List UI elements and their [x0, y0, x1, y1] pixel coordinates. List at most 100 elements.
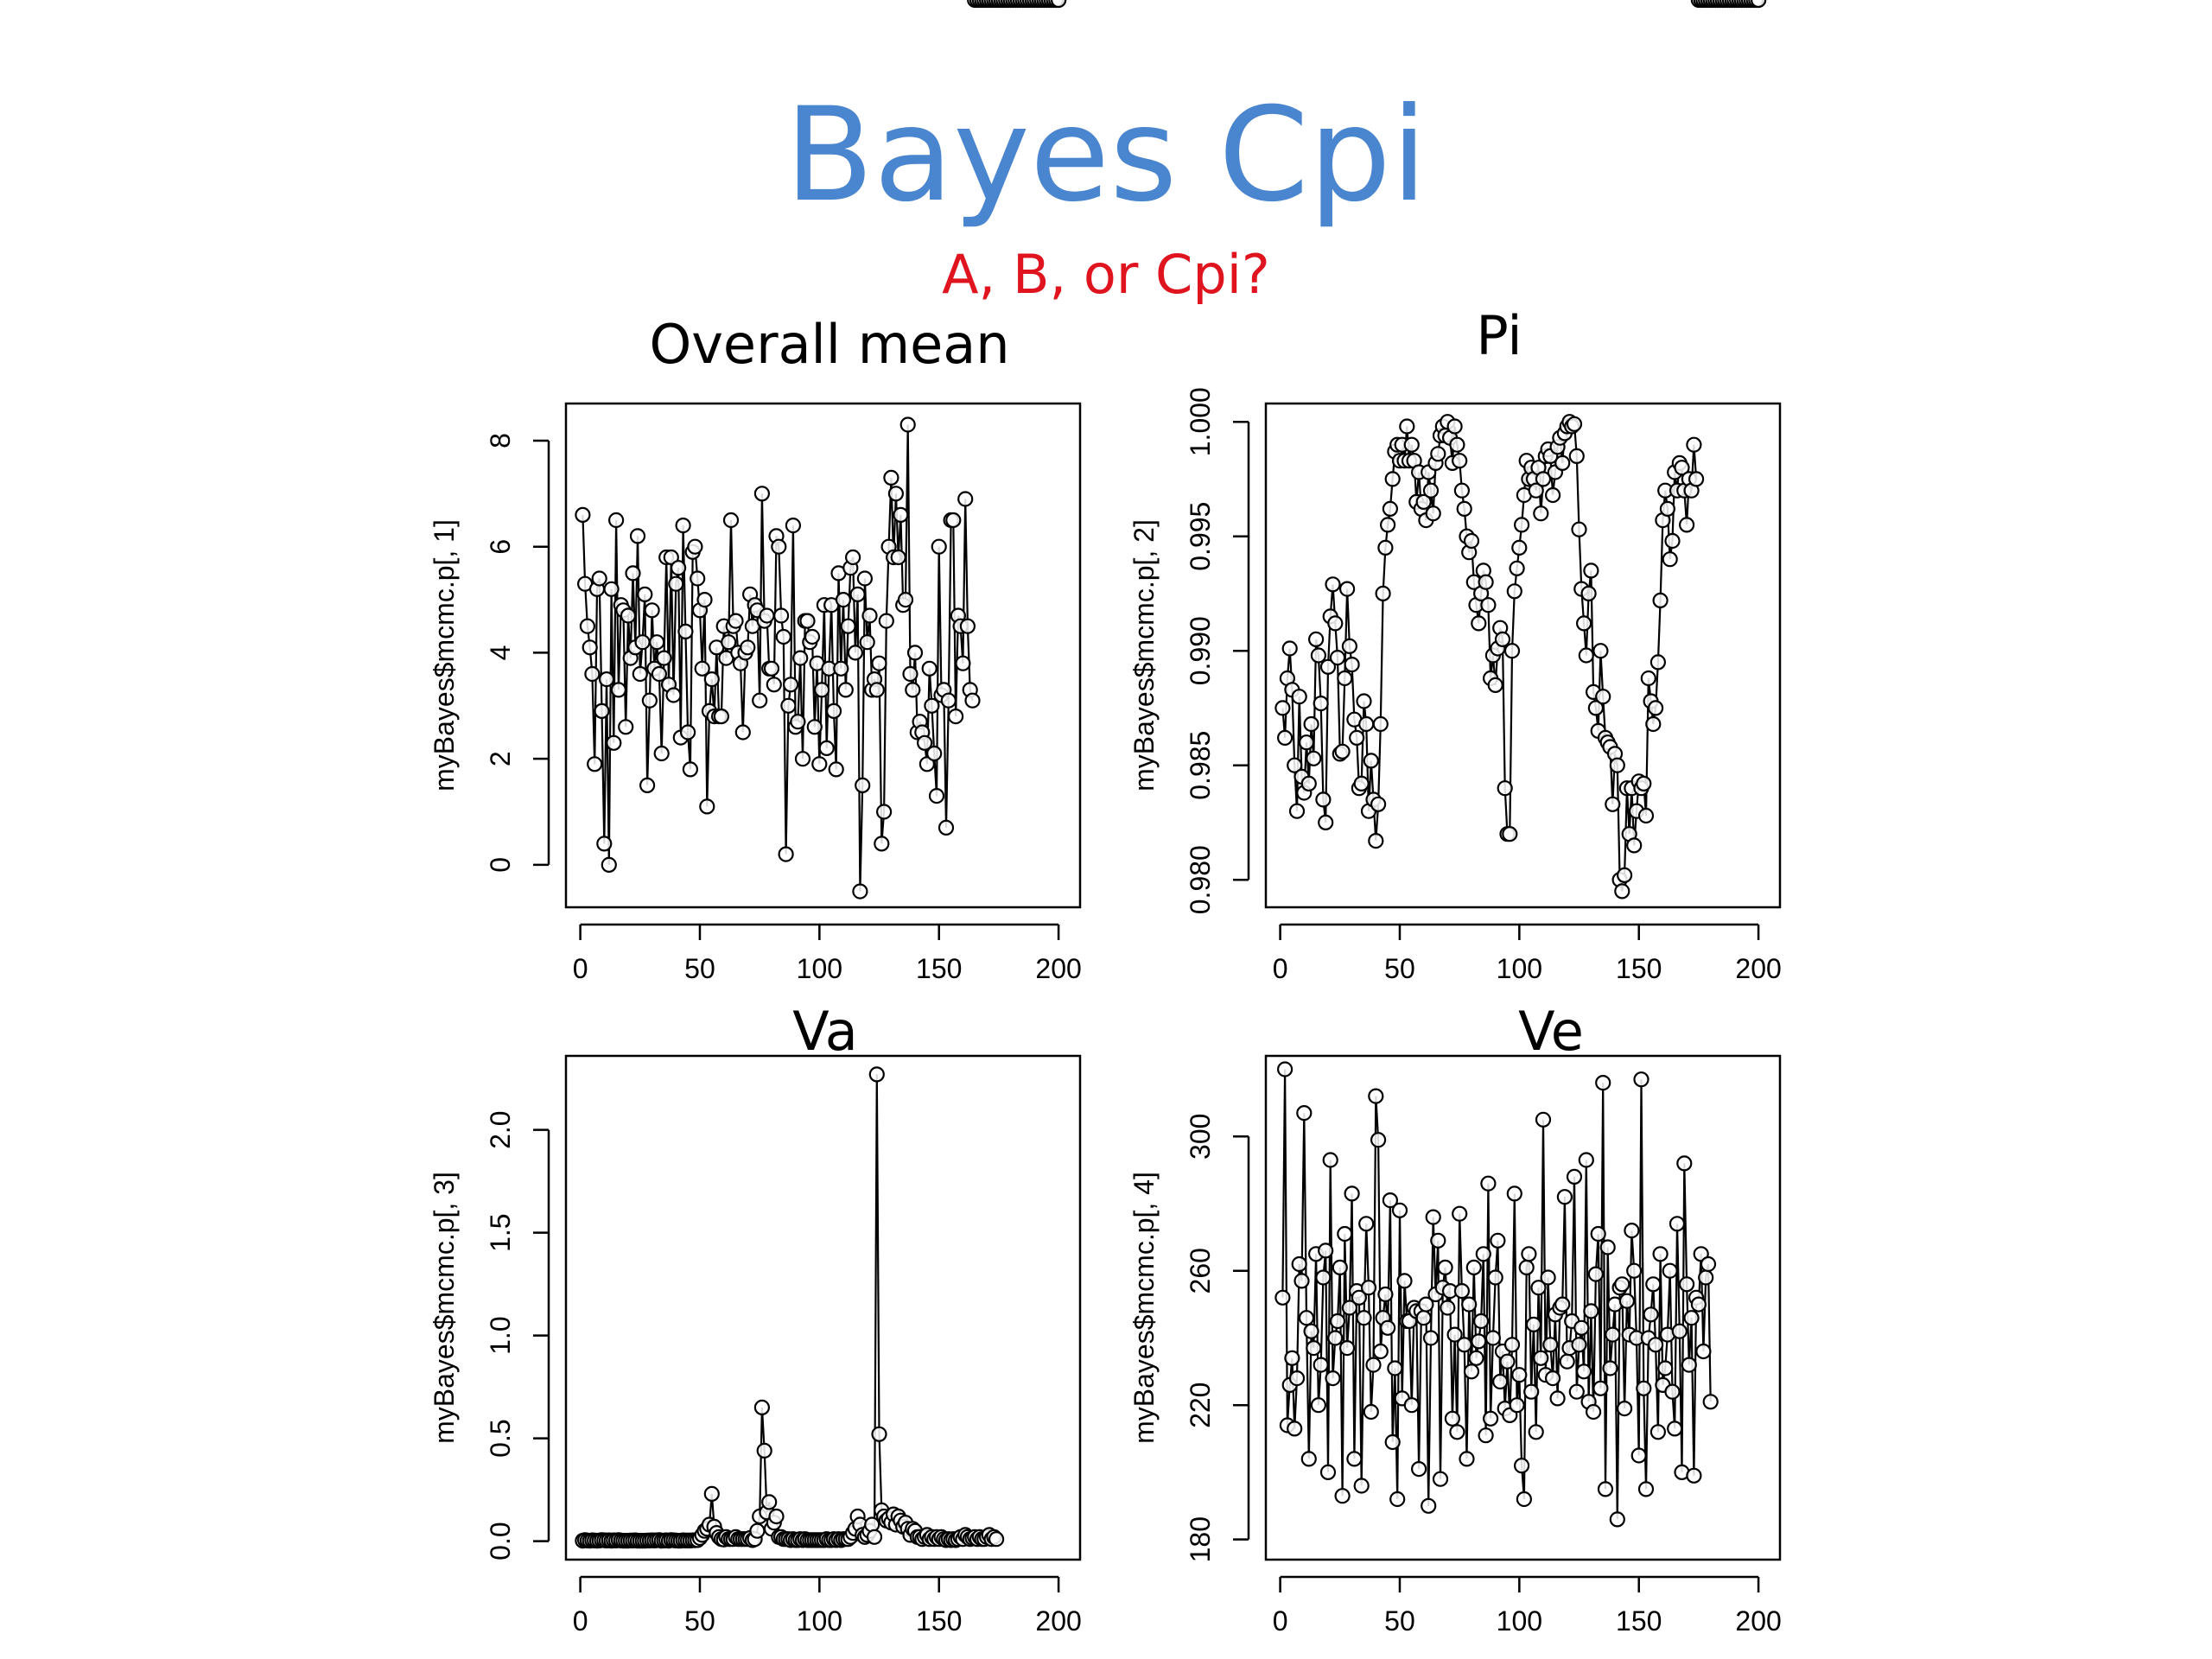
data-point [1461, 1296, 1478, 1313]
data-point [1686, 1467, 1702, 1484]
data-point [828, 761, 844, 778]
data-point [1430, 446, 1446, 462]
y-tick-label: 0.5 [485, 1419, 516, 1457]
data-point [1595, 689, 1611, 705]
data-point [1303, 1323, 1319, 1339]
data-point [1425, 1209, 1441, 1225]
data-point [1506, 1185, 1522, 1202]
data-point [1287, 757, 1303, 773]
data-point [1554, 454, 1571, 472]
data-point [833, 660, 849, 677]
data-point [1365, 1357, 1382, 1373]
data-point [1568, 448, 1585, 465]
data-point [1484, 1330, 1502, 1346]
data-point [1351, 1289, 1368, 1306]
data-point [1382, 500, 1399, 518]
data-point [959, 618, 976, 634]
data-point [1698, 1269, 1714, 1286]
data-point [1478, 1427, 1494, 1444]
y-tick-label: 1.5 [485, 1213, 516, 1251]
data-point [703, 1485, 720, 1503]
data-point [1502, 826, 1518, 842]
data-point [1614, 883, 1630, 899]
y-axis-label: myBayes$mcmc.p[, 2] [1128, 519, 1160, 791]
data-point [1338, 581, 1356, 597]
data-point [1578, 647, 1594, 664]
data-point [1637, 807, 1655, 824]
data-point [587, 756, 603, 772]
data-point [696, 591, 713, 608]
data-point [1506, 583, 1522, 600]
data-point [1306, 750, 1322, 766]
data-point [641, 692, 658, 709]
data-point [1652, 1246, 1669, 1262]
data-point [1649, 654, 1667, 671]
slide-title: Bayes Cpi [785, 80, 1427, 231]
data-point [1281, 640, 1298, 657]
data-point [868, 1066, 885, 1083]
data-point [856, 570, 874, 587]
x-tick-label: 50 [1384, 953, 1415, 984]
data-point [1300, 775, 1317, 792]
y-tick-label: 0 [485, 857, 516, 873]
data-point [1590, 1225, 1606, 1243]
data-point [916, 734, 933, 751]
data-point [1319, 1464, 1337, 1481]
data-point [1636, 1380, 1652, 1396]
data-point [1358, 1216, 1375, 1232]
data-point [1296, 1104, 1313, 1122]
data-point [1678, 517, 1695, 533]
data-point [713, 708, 730, 725]
data-point [1573, 1319, 1590, 1336]
x-tick-label: 100 [797, 1605, 842, 1637]
data-point [1559, 1353, 1575, 1370]
data-point [1456, 1337, 1472, 1353]
data-point [1291, 1255, 1307, 1273]
data-point [1382, 1192, 1399, 1209]
data-point [871, 1426, 887, 1442]
data-point [1377, 1286, 1394, 1303]
data-point [1387, 1360, 1403, 1376]
y-tick-label: 2.0 [485, 1110, 516, 1148]
data-point [1341, 1300, 1358, 1316]
data-point [1403, 1397, 1420, 1414]
data-point [859, 634, 875, 651]
trace-line [1281, 1069, 1712, 1520]
data-point [1471, 615, 1487, 632]
data-point [1647, 1337, 1664, 1353]
slide-subtitle: A, B, or Cpi? [942, 243, 1270, 306]
data-point [653, 745, 670, 762]
data-point [1471, 1333, 1487, 1350]
data-point [1674, 460, 1690, 476]
data-point [1535, 1111, 1552, 1128]
data-point [1399, 418, 1415, 435]
plot-frame [564, 402, 1082, 909]
data-point [924, 697, 940, 714]
y-axis-label: myBayes$mcmc.p[, 4] [1128, 1172, 1160, 1444]
data-point [1274, 700, 1291, 716]
data-point [1702, 1394, 1719, 1410]
data-point [649, 634, 665, 651]
data-point [1575, 1363, 1592, 1380]
data-point [887, 486, 905, 502]
data-point [1453, 482, 1471, 499]
plot-frame [1264, 1054, 1782, 1561]
data-point [947, 708, 964, 725]
data-point [1463, 1363, 1480, 1380]
data-point [1332, 1259, 1348, 1276]
data-point [1358, 715, 1375, 733]
data-point [596, 836, 613, 852]
data-point [1329, 1313, 1346, 1330]
data-point [1499, 1353, 1516, 1370]
data-point [840, 618, 856, 634]
data-point [1657, 1360, 1674, 1376]
data-point [644, 602, 660, 619]
data-point [1667, 1421, 1683, 1437]
data-point [1614, 1276, 1630, 1293]
data-point [957, 491, 974, 507]
data-point [759, 607, 775, 624]
data-point [584, 665, 601, 683]
data-point [1647, 700, 1664, 716]
data-point [1509, 560, 1525, 576]
data-point [1344, 1185, 1360, 1202]
